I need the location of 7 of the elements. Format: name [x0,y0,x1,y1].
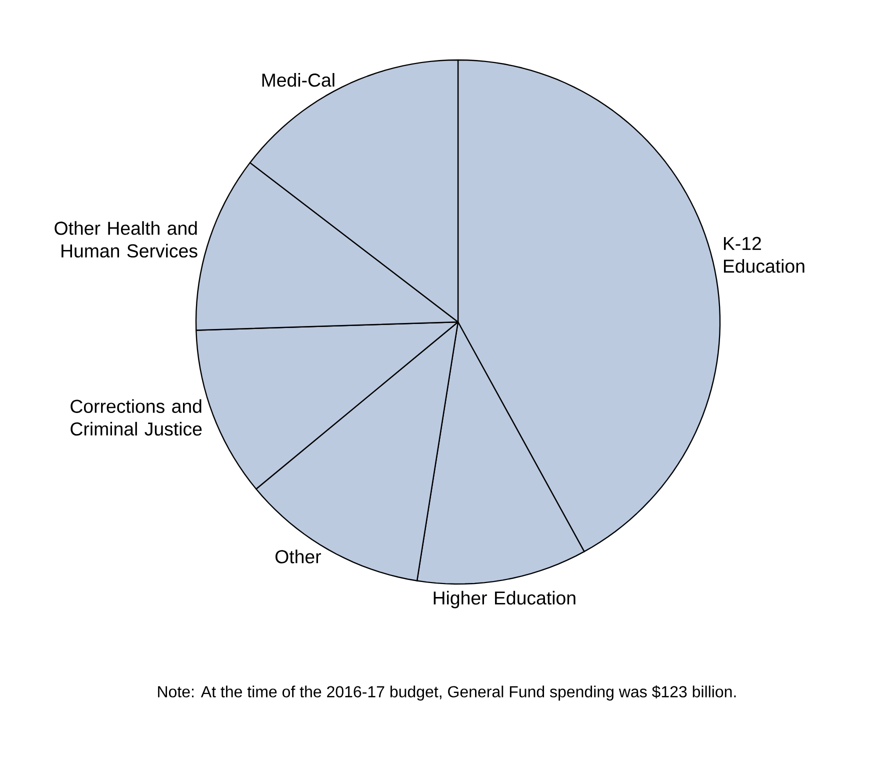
slice-label: Medi-Cal [262,73,334,87]
slice-label: Corrections and Criminal Justice [70,399,202,436]
slice-label: Other Health and Human Services [54,221,198,258]
slice-label: Higher Education [434,590,576,608]
slice-label: Other [275,550,322,564]
text: Note: At the time of the 2016-17 budget, General Fund spending was $123 billion. [158,685,736,701]
slice-label: K-12 Education [724,236,804,273]
